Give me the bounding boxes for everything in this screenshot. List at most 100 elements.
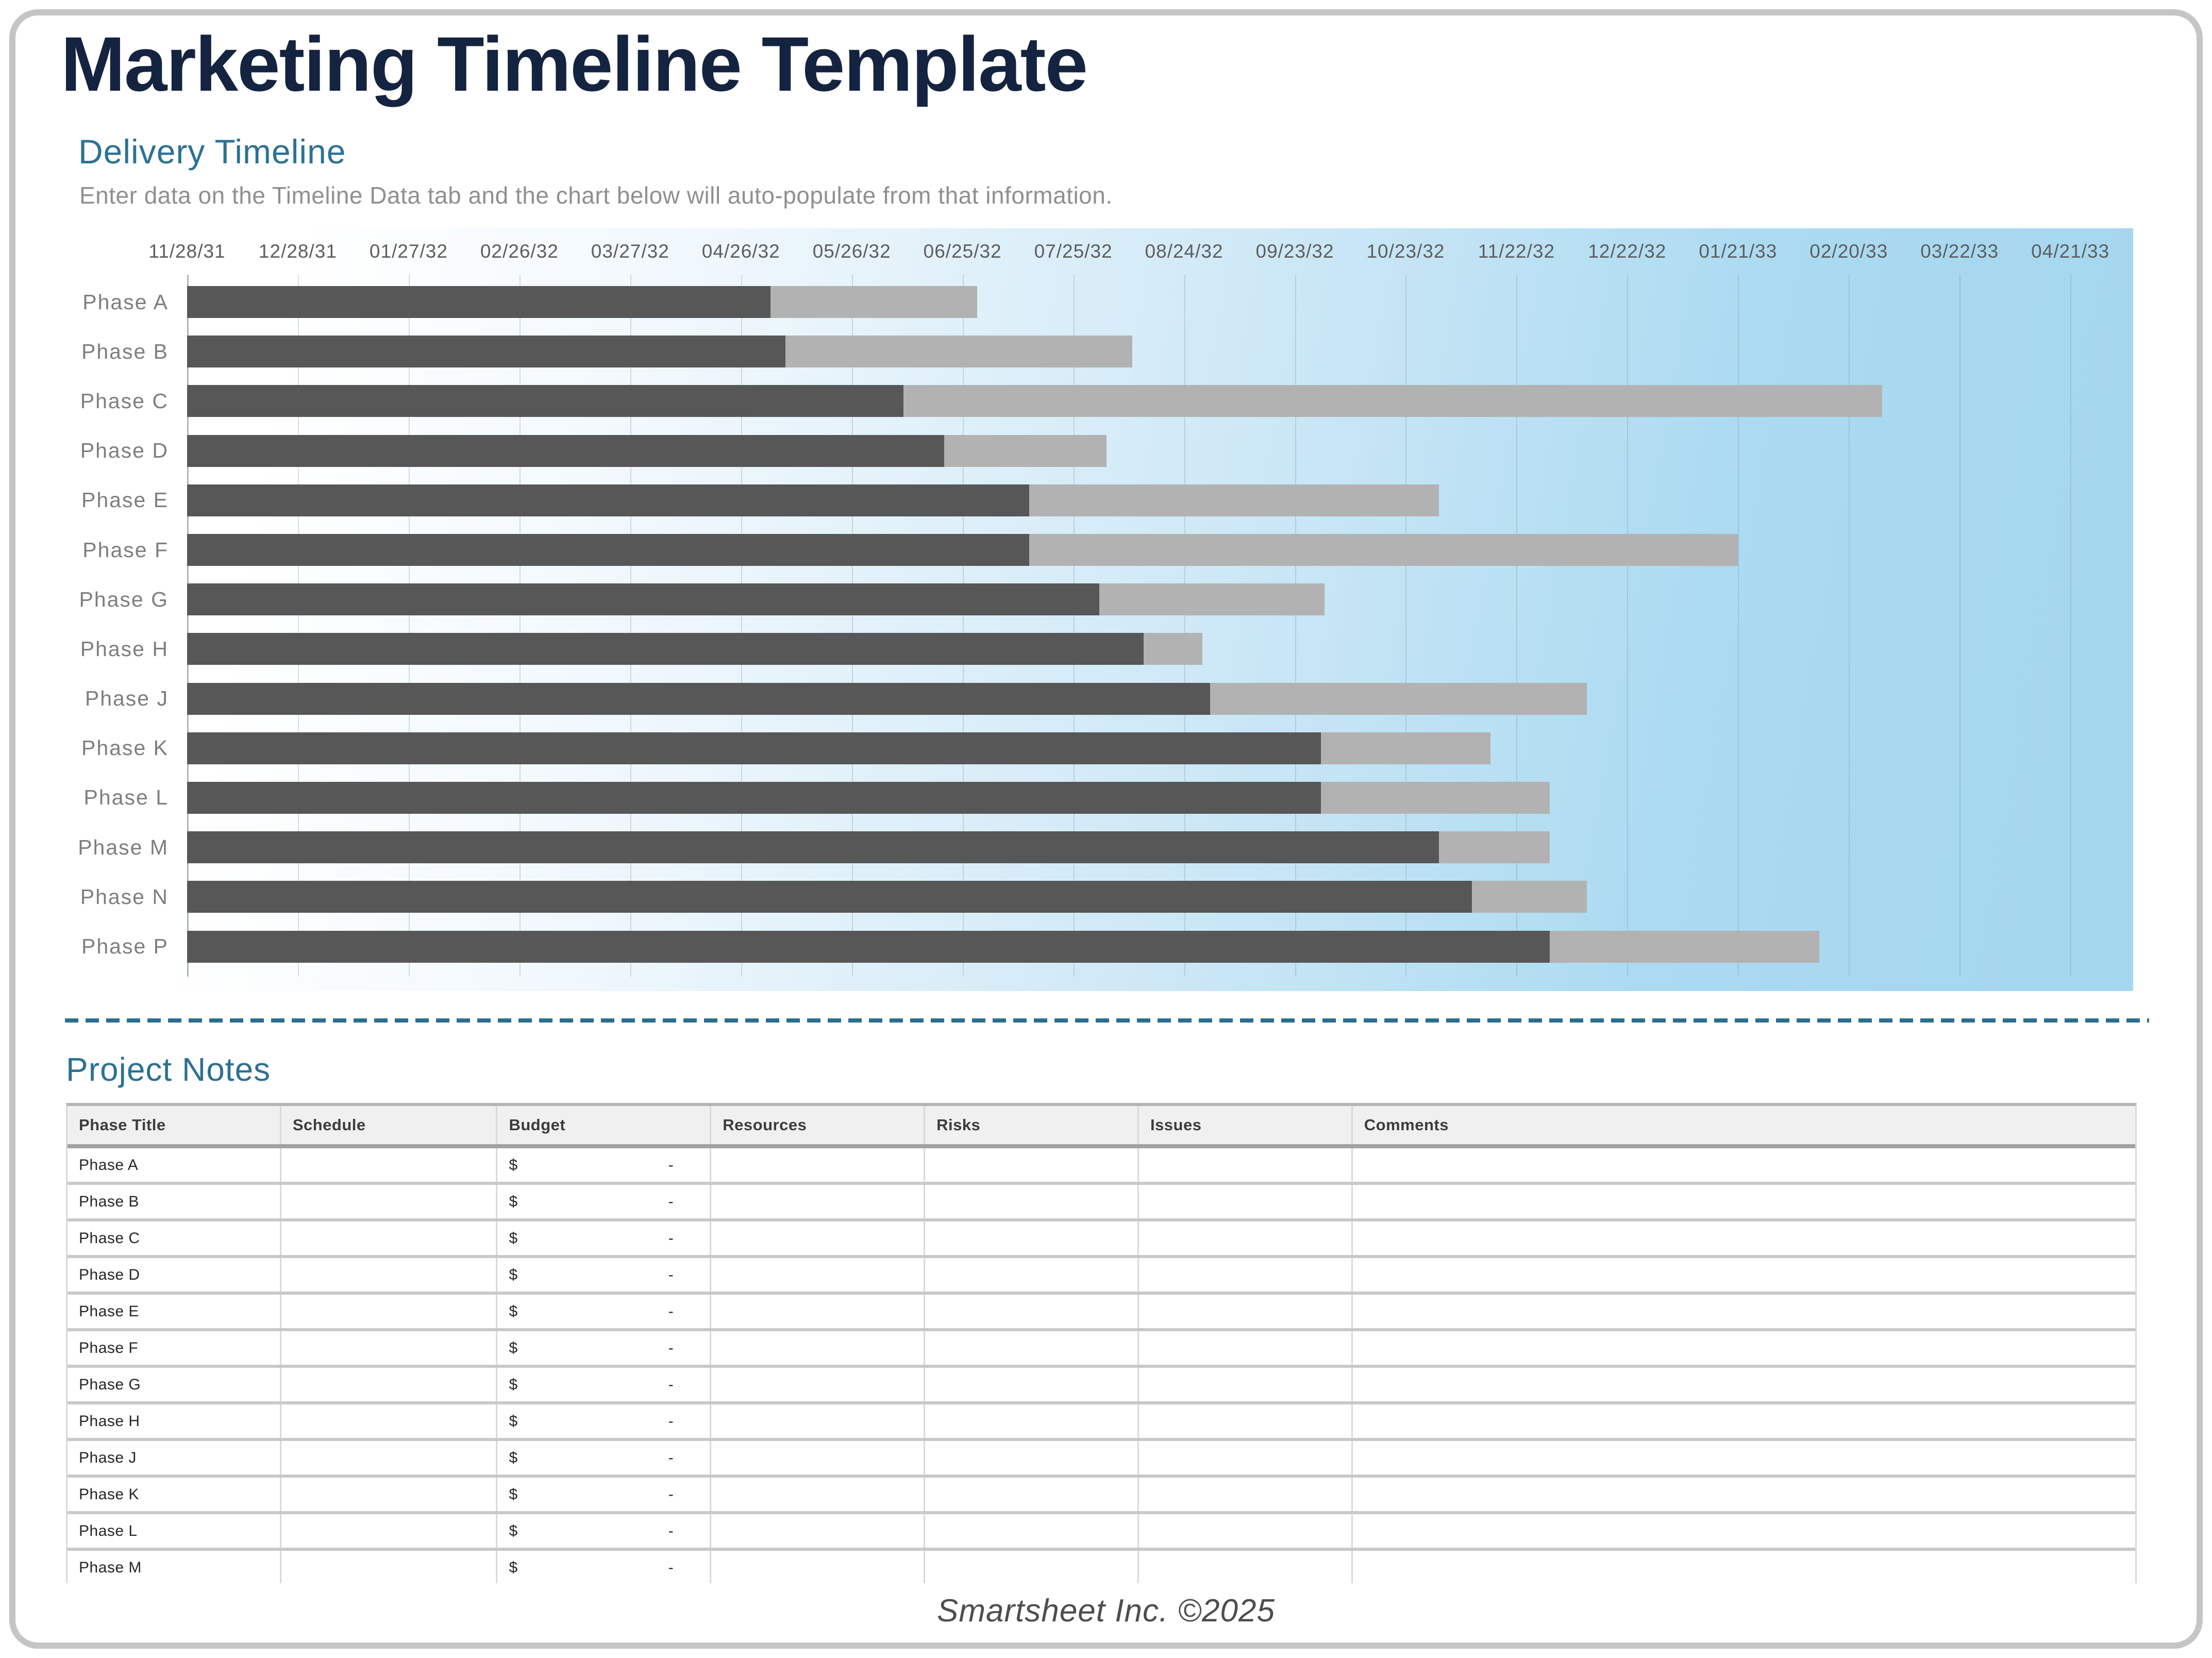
schedule-cell[interactable]	[281, 1221, 498, 1255]
resources-cell[interactable]	[711, 1295, 926, 1328]
resources-cell[interactable]	[711, 1514, 926, 1548]
phase-title-cell[interactable]: Phase D	[68, 1258, 281, 1292]
axis-tick-label: 10/23/32	[1366, 241, 1445, 262]
risks-cell[interactable]	[925, 1185, 1139, 1218]
budget-cell[interactable]: $ -	[497, 1404, 712, 1438]
schedule-cell[interactable]	[281, 1514, 498, 1548]
issues-cell[interactable]	[1139, 1221, 1353, 1255]
resources-cell[interactable]	[711, 1404, 926, 1438]
resources-cell[interactable]	[711, 1368, 926, 1401]
budget-cell[interactable]: $ -	[497, 1295, 712, 1328]
budget-cell[interactable]: $ -	[497, 1514, 712, 1548]
comments-cell[interactable]	[1353, 1551, 2135, 1583]
schedule-cell[interactable]	[281, 1368, 498, 1401]
budget-cell[interactable]: $ -	[497, 1478, 712, 1511]
comments-cell[interactable]	[1353, 1404, 2135, 1438]
resources-cell[interactable]	[711, 1478, 926, 1511]
risks-cell[interactable]	[925, 1148, 1139, 1182]
issues-cell[interactable]	[1139, 1478, 1353, 1511]
risks-cell[interactable]	[925, 1404, 1139, 1438]
risks-cell[interactable]	[925, 1295, 1139, 1328]
comments-cell[interactable]	[1353, 1368, 2135, 1401]
resources-cell[interactable]	[711, 1185, 926, 1218]
budget-cell[interactable]: $ -	[497, 1551, 712, 1583]
budget-cell[interactable]: $ -	[497, 1441, 712, 1475]
resources-cell[interactable]	[711, 1331, 926, 1365]
comments-cell[interactable]	[1353, 1221, 2135, 1255]
bar-remaining	[770, 286, 978, 319]
chart-row: Phase E	[81, 476, 2133, 525]
risks-cell[interactable]	[925, 1368, 1139, 1401]
axis-tick-label: 02/20/33	[1809, 241, 1888, 262]
resources-cell[interactable]	[711, 1258, 926, 1292]
issues-cell[interactable]	[1139, 1441, 1353, 1475]
budget-amount: -	[668, 1339, 674, 1356]
budget-cell[interactable]: $ -	[497, 1368, 712, 1401]
resources-cell[interactable]	[711, 1148, 926, 1182]
bar-elapsed	[187, 484, 1029, 516]
chart-date-axis: 11/28/31 12/28/31 01/27/32 02/26/32 03/27/32…	[148, 228, 2133, 275]
risks-cell[interactable]	[925, 1221, 1139, 1255]
schedule-cell[interactable]	[281, 1441, 498, 1475]
phase-title-cell[interactable]: Phase K	[68, 1478, 281, 1511]
comments-cell[interactable]	[1353, 1185, 2135, 1218]
issues-cell[interactable]	[1139, 1148, 1353, 1182]
table-row: Phase G $ -	[68, 1368, 2135, 1404]
budget-cell[interactable]: $ -	[497, 1221, 712, 1255]
chart-row: Phase H	[80, 624, 2133, 674]
phase-title-cell[interactable]: Phase A	[68, 1148, 281, 1182]
schedule-cell[interactable]	[281, 1404, 498, 1438]
issues-cell[interactable]	[1139, 1258, 1353, 1292]
schedule-cell[interactable]	[281, 1331, 498, 1365]
comments-cell[interactable]	[1353, 1258, 2135, 1292]
issues-cell[interactable]	[1139, 1404, 1353, 1438]
budget-cell[interactable]: $ -	[497, 1148, 712, 1182]
schedule-cell[interactable]	[281, 1185, 498, 1218]
phase-title-cell[interactable]: Phase M	[68, 1551, 281, 1583]
issues-cell[interactable]	[1139, 1185, 1353, 1218]
phase-title-cell[interactable]: Phase J	[68, 1441, 281, 1475]
phase-title-cell[interactable]: Phase F	[68, 1331, 281, 1365]
phase-title-cell[interactable]: Phase B	[68, 1185, 281, 1218]
schedule-cell[interactable]	[281, 1148, 498, 1182]
resources-cell[interactable]	[711, 1551, 926, 1583]
risks-cell[interactable]	[925, 1514, 1139, 1548]
resources-cell[interactable]	[711, 1221, 926, 1255]
schedule-cell[interactable]	[281, 1551, 498, 1583]
phase-title-cell[interactable]: Phase E	[68, 1295, 281, 1328]
comments-cell[interactable]	[1353, 1441, 2135, 1475]
risks-cell[interactable]	[925, 1551, 1139, 1583]
bar-elapsed	[187, 385, 904, 417]
issues-cell[interactable]	[1139, 1331, 1353, 1365]
schedule-cell[interactable]	[281, 1478, 498, 1511]
phase-title-cell[interactable]: Phase G	[68, 1368, 281, 1401]
comments-cell[interactable]	[1353, 1514, 2135, 1548]
comments-cell[interactable]	[1353, 1331, 2135, 1365]
axis-tick-label: 07/25/32	[1034, 241, 1113, 262]
phase-label: Phase D	[80, 439, 169, 463]
issues-cell[interactable]	[1139, 1295, 1353, 1328]
risks-cell[interactable]	[925, 1441, 1139, 1475]
budget-cell[interactable]: $ -	[497, 1258, 712, 1292]
schedule-cell[interactable]	[281, 1295, 498, 1328]
page-title: Marketing Timeline Template	[61, 21, 1088, 107]
risks-cell[interactable]	[925, 1331, 1139, 1365]
bar-elapsed	[187, 336, 785, 368]
vertical-gridline	[851, 275, 853, 977]
comments-cell[interactable]	[1353, 1148, 2135, 1182]
issues-cell[interactable]	[1139, 1551, 1353, 1583]
budget-cell[interactable]: $ -	[497, 1185, 712, 1218]
schedule-cell[interactable]	[281, 1258, 498, 1292]
risks-cell[interactable]	[925, 1258, 1139, 1292]
phase-title-cell[interactable]: Phase H	[68, 1404, 281, 1438]
resources-cell[interactable]	[711, 1441, 926, 1475]
phase-title-cell[interactable]: Phase C	[68, 1221, 281, 1255]
risks-cell[interactable]	[925, 1478, 1139, 1511]
issues-cell[interactable]	[1139, 1368, 1353, 1401]
comments-cell[interactable]	[1353, 1478, 2135, 1511]
budget-cell[interactable]: $ -	[497, 1331, 712, 1365]
issues-cell[interactable]	[1139, 1514, 1353, 1548]
phase-title-cell[interactable]: Phase L	[68, 1514, 281, 1548]
vertical-gridline	[1627, 275, 1629, 977]
comments-cell[interactable]	[1353, 1295, 2135, 1328]
